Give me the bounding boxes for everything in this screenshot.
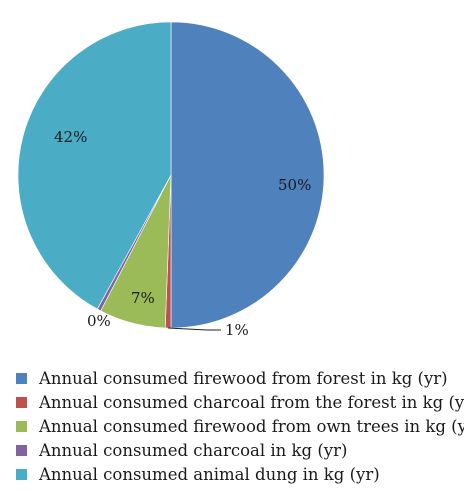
legend-item-own-trees-firewood: Annual consumed firewood from own trees … bbox=[16, 414, 464, 438]
pie-slice-animal-dung bbox=[17, 21, 172, 310]
data-label-own-trees-firewood: 7% bbox=[131, 289, 155, 307]
data-label-forest-charcoal: 1% bbox=[225, 321, 249, 339]
legend: Annual consumed firewood from forest in … bbox=[16, 366, 464, 486]
data-label-charcoal: 0% bbox=[87, 312, 111, 330]
legend-item-animal-dung: Annual consumed animal dung in kg (yr) bbox=[16, 462, 464, 486]
legend-item-charcoal: Annual consumed charcoal in kg (yr) bbox=[16, 438, 464, 462]
leader-line-forest-charcoal bbox=[168, 327, 221, 331]
pie-chart: 50% 1% 7% 0% 42% bbox=[17, 21, 325, 339]
legend-label-forest-firewood: Annual consumed firewood from forest in … bbox=[39, 368, 448, 388]
legend-label-forest-charcoal: Annual consumed charcoal from the forest… bbox=[39, 392, 464, 412]
legend-item-forest-firewood: Annual consumed firewood from forest in … bbox=[16, 366, 464, 390]
legend-swatch-charcoal bbox=[16, 444, 27, 456]
data-label-forest-firewood: 50% bbox=[278, 176, 311, 194]
legend-label-animal-dung: Annual consumed animal dung in kg (yr) bbox=[39, 464, 380, 484]
data-label-animal-dung: 42% bbox=[54, 128, 87, 146]
legend-label-charcoal: Annual consumed charcoal in kg (yr) bbox=[39, 440, 348, 460]
legend-swatch-forest-firewood bbox=[16, 372, 27, 384]
legend-swatch-animal-dung bbox=[16, 468, 27, 480]
legend-item-forest-charcoal: Annual consumed charcoal from the forest… bbox=[16, 390, 464, 414]
legend-swatch-forest-charcoal bbox=[16, 396, 27, 408]
pie-slice-forest-firewood bbox=[170, 21, 325, 329]
legend-label-own-trees-firewood: Annual consumed firewood from own trees … bbox=[39, 416, 464, 436]
legend-swatch-own-trees-firewood bbox=[16, 420, 27, 432]
